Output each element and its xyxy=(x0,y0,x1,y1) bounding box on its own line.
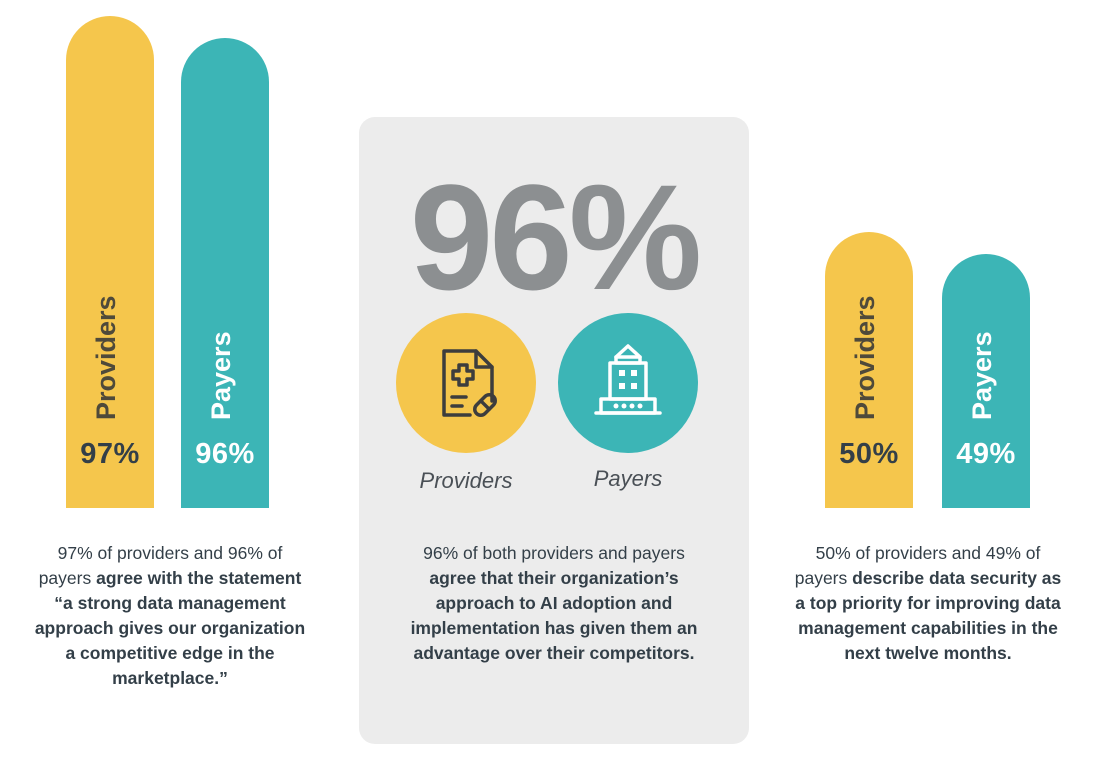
caption-plain: 50% of providers and 49% of payers xyxy=(794,543,1041,588)
caption-bold: describe data security as a top priority… xyxy=(795,568,1062,663)
providers-circle xyxy=(396,313,536,453)
payers-circle xyxy=(558,313,698,453)
bar-providers-agree: Providers 97% xyxy=(66,16,154,508)
caption-plain: 97% of providers and 96% of payers xyxy=(38,543,283,588)
bar-value-label: 97% xyxy=(80,438,140,470)
big-stat-number: 96% xyxy=(409,153,702,321)
bar-value-label: 50% xyxy=(839,438,899,470)
medical-document-icon xyxy=(442,349,497,417)
bar-payers-agree: Payers 96% xyxy=(181,38,269,508)
caption-bold: agree with the statement “a strong data … xyxy=(34,568,306,688)
bar-name-payers: Payers xyxy=(967,331,997,420)
building-icon xyxy=(594,344,662,415)
bar-name-providers: Providers xyxy=(91,295,121,420)
caption-left: 97% of providers and 96% of payers agree… xyxy=(30,541,310,691)
bar-name-payers: Payers xyxy=(206,331,236,420)
payers-icon-label: Payers xyxy=(593,466,663,491)
caption-bold: agree that their organization’s approach… xyxy=(410,568,698,663)
bar-payers-security: Payers 49% xyxy=(942,254,1030,508)
caption-center: 96% of both providers and payers agree t… xyxy=(404,541,704,666)
caption-plain: 96% of both providers and payers xyxy=(423,543,685,563)
bar-providers-security: Providers 50% xyxy=(825,232,913,508)
bar-value-label: 49% xyxy=(956,438,1016,470)
caption-right: 50% of providers and 49% of payers descr… xyxy=(788,541,1068,666)
providers-icon-label: Providers xyxy=(419,468,513,493)
center-panel: 96% Providers xyxy=(359,117,749,744)
bar-name-providers: Providers xyxy=(850,295,880,420)
bar-value-label: 96% xyxy=(195,438,255,470)
